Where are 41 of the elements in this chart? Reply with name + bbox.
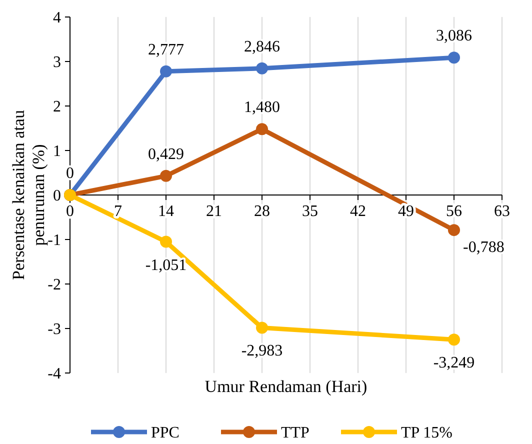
legend-label: TTP <box>281 424 310 442</box>
y-tick-label: 0 <box>53 188 61 205</box>
data-label: 3,086 <box>436 28 472 45</box>
point <box>448 334 460 346</box>
x-tick-label: 49 <box>398 203 414 220</box>
point <box>448 52 460 64</box>
y-tick-label: 2 <box>53 98 61 116</box>
data-label: 2,777 <box>148 41 184 58</box>
y-tick-label: -2 <box>48 276 61 294</box>
point <box>256 322 268 334</box>
point <box>160 236 172 248</box>
y-tick-label: 3 <box>53 54 61 72</box>
y-tick-label: -1 <box>48 232 61 250</box>
y-tick-label: 1 <box>53 143 61 160</box>
data-label: -0,788 <box>463 239 504 256</box>
data-label: -2,983 <box>241 342 283 360</box>
data-label: -3,249 <box>433 354 475 372</box>
x-tick-label: 42 <box>350 203 366 220</box>
legend-label: TP 15% <box>401 424 452 442</box>
data-label: 0,429 <box>148 146 184 163</box>
x-tick-label: 14 <box>158 203 174 220</box>
y-tick-label: 4 <box>53 10 61 27</box>
x-axis-title: Umur Rendaman (Hari) <box>204 377 368 396</box>
x-tick-label: 35 <box>302 203 318 220</box>
x-tick-label: 7 <box>114 203 122 220</box>
legend-label: PPC <box>151 424 180 442</box>
data-label: -1,051 <box>145 256 187 274</box>
x-tick-label: 28 <box>254 203 270 220</box>
y-tick-label: -4 <box>48 366 61 383</box>
y-tick-label: -3 <box>48 321 61 338</box>
x-tick-label: 21 <box>206 203 222 220</box>
x-tick-label: 56 <box>446 203 462 220</box>
point <box>160 65 172 78</box>
point <box>256 123 268 136</box>
data-label: 2,846 <box>244 38 280 56</box>
point <box>160 170 172 182</box>
x-tick-label: 63 <box>494 203 510 220</box>
point <box>448 224 460 236</box>
y-axis-title: Persentase kenaikan atau penurunan (%) <box>9 110 48 280</box>
data-label: 1,480 <box>244 99 280 116</box>
point <box>256 62 268 74</box>
